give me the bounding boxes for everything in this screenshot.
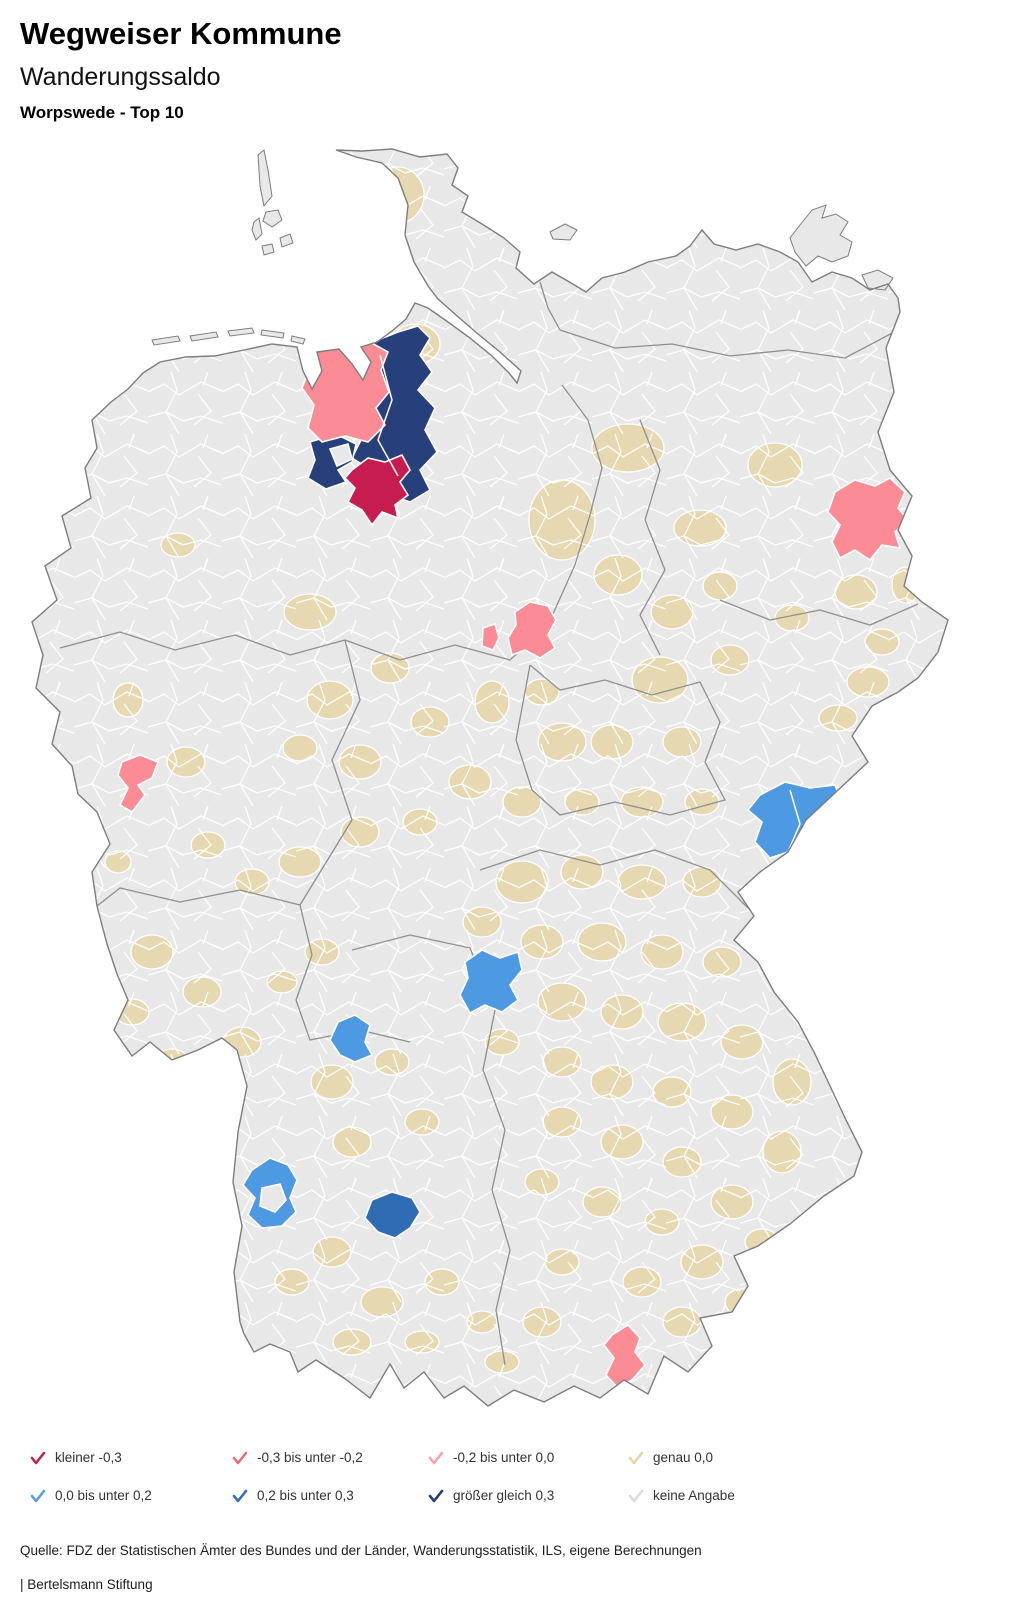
map-region-west-salmon[interactable]	[117, 754, 160, 814]
legend-label: genau 0,0	[653, 1450, 714, 1465]
check-icon	[232, 1451, 248, 1464]
map-region-central-salmon-small[interactable]	[481, 622, 500, 651]
map-region-nw-crimson[interactable]	[343, 453, 411, 527]
map-region-central-salmon-large[interactable]	[507, 601, 557, 659]
district-borders-texture	[32, 149, 948, 1406]
page-subtitle: Wanderungssaldo	[20, 63, 221, 91]
map-region-south-salmon[interactable]	[602, 1323, 647, 1390]
legend-row-2: 0,0 bis unter 0,2 0,2 bis unter 0,3 größ…	[0, 1488, 1024, 1510]
map-region-nw-gray-enclave[interactable]	[328, 443, 353, 468]
page-title: Wegweiser Kommune	[20, 16, 342, 51]
check-icon	[232, 1489, 248, 1502]
legend-item-kleiner-neg03: kleiner -0,3	[30, 1450, 122, 1465]
check-icon	[428, 1451, 444, 1464]
map-region-saxony-lightblue[interactable]	[746, 781, 843, 861]
legend-row-1: kleiner -0,3 -0,3 bis unter -0,2 -0,2 bi…	[0, 1450, 1024, 1472]
legend-item-00-02: 0,0 bis unter 0,2	[30, 1488, 152, 1503]
legend-label: kleiner -0,3	[55, 1450, 122, 1465]
legend-item-genau-00: genau 0,0	[628, 1450, 713, 1465]
legend-item-02-03: 0,2 bis unter 0,3	[232, 1488, 354, 1503]
check-icon	[428, 1489, 444, 1502]
legend-label: 0,2 bis unter 0,3	[257, 1488, 354, 1503]
map-region-central-lightblue-east[interactable]	[459, 949, 523, 1015]
legend-label: -0,3 bis unter -0,2	[257, 1450, 363, 1465]
legend-label: 0,0 bis unter 0,2	[55, 1488, 152, 1503]
map-region-east-salmon[interactable]	[827, 477, 910, 562]
legend-item-neg03-neg02: -0,3 bis unter -0,2	[232, 1450, 363, 1465]
map-region-south-medblue[interactable]	[364, 1191, 421, 1239]
source-text: Quelle: FDZ der Statistischen Ämter des …	[20, 1543, 702, 1558]
check-icon	[30, 1489, 46, 1502]
legend-item-groesser-03: größer gleich 0,3	[428, 1488, 554, 1503]
map-region-southwest-ring-enclave[interactable]	[259, 1183, 287, 1213]
highlight-internal-borders	[377, 354, 801, 853]
legend-label: keine Angabe	[653, 1488, 735, 1503]
legend-label: größer gleich 0,3	[453, 1488, 555, 1503]
page-context: Worpswede - Top 10	[20, 103, 184, 122]
highlighted-regions-layer[interactable]	[117, 325, 910, 1390]
legend-item-neg02-00: -0,2 bis unter 0,0	[428, 1450, 554, 1465]
legend-label: -0,2 bis unter 0,0	[453, 1450, 555, 1465]
check-icon	[628, 1451, 644, 1464]
map-region-central-lightblue-west[interactable]	[329, 1014, 374, 1063]
check-icon	[30, 1451, 46, 1464]
legend-item-keine-angabe: keine Angabe	[628, 1488, 735, 1503]
attribution-text: | Bertelsmann Stiftung	[20, 1577, 153, 1592]
check-icon	[628, 1489, 644, 1502]
islands	[151, 149, 894, 346]
